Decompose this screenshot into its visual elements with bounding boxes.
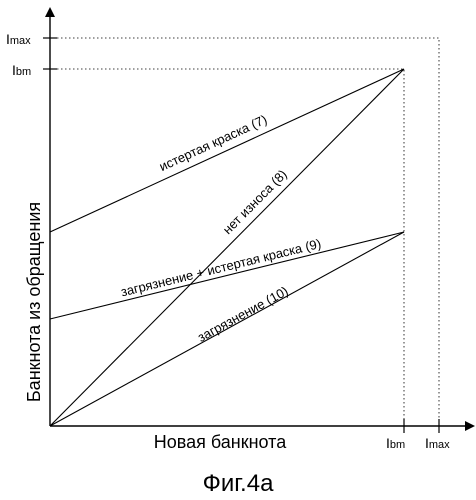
line-no-wear [50,69,404,426]
label-worn-ink: истертая краска (7) [157,112,269,174]
y-axis-title: Банкнота из обращения [24,202,44,402]
line-soil-worn-ink [50,232,404,319]
line-worn-ink [50,69,404,232]
y-tick-imax-label: Imax [6,31,31,47]
figure-caption: Фиг.4a [203,470,274,497]
label-no-wear: нет износа (8) [220,167,290,237]
x-tick-ibm-label: Ibm [386,435,405,451]
x-axis-title: Новая банкнота [154,432,287,452]
label-soil-worn-ink: загрязнение + истертая краска (9) [119,236,322,300]
y-tick-ibm-label: Ibm [12,62,31,78]
x-tick-imax-label: Imax [425,435,450,451]
label-soil: загрязнение (10) [195,283,291,345]
